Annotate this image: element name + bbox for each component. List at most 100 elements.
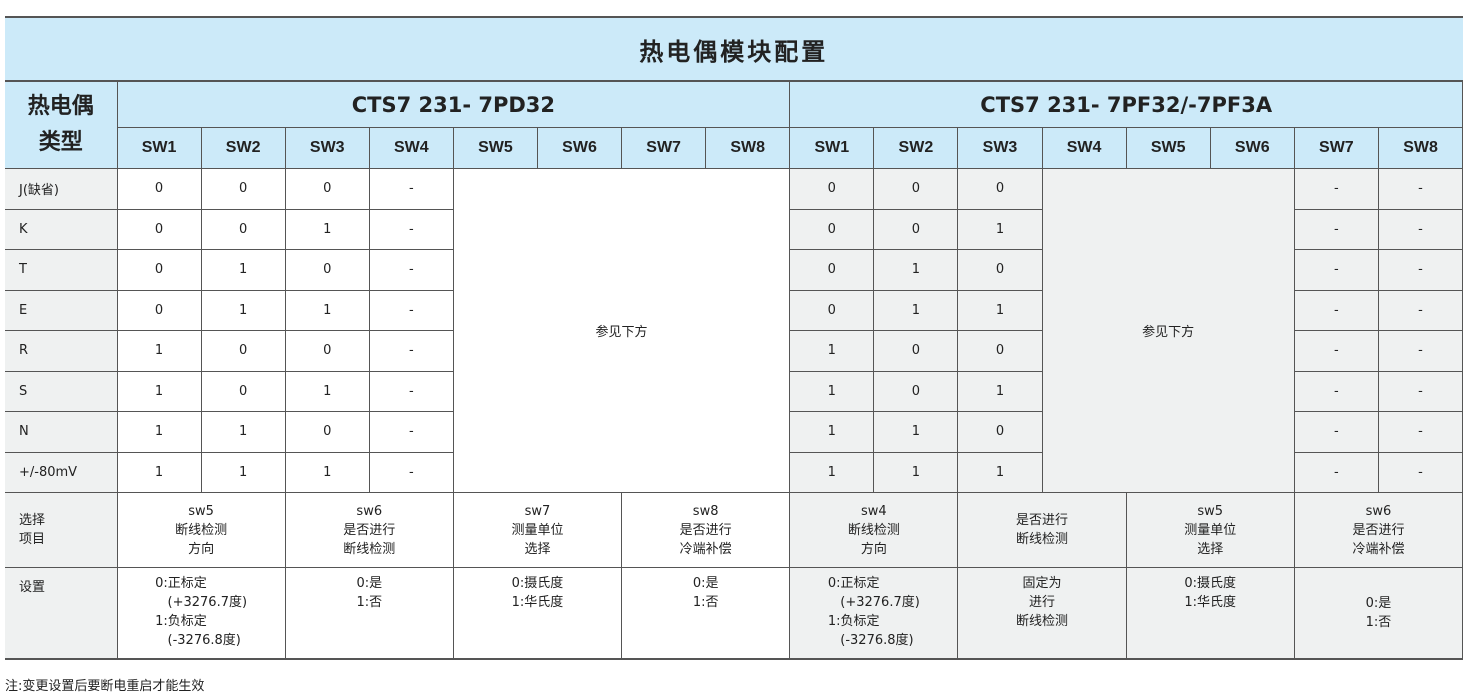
right-switch-value: 1 — [873, 249, 959, 291]
right-select-cell: sw4 断线检测 方向 — [789, 492, 959, 568]
left-switch-value: 0 — [200, 370, 286, 412]
right-switch-value: - — [1377, 370, 1464, 412]
left-switch-header: SW4 — [368, 127, 454, 169]
left-switch-value: 0 — [200, 168, 286, 210]
left-switch-value: 0 — [200, 208, 286, 250]
right-switch-value: - — [1377, 208, 1464, 250]
select-label: 选择 项目 — [5, 492, 118, 568]
left-setting-cell: 0:正标定 (+3276.7度) 1:负标定 (-3276.8度) — [116, 567, 286, 660]
left-switch-value: 0 — [116, 208, 202, 250]
right-setting-cell: 0:是 1:否 — [1293, 567, 1464, 660]
left-switch-value: - — [368, 411, 454, 453]
left-model-header: CTS7 231- 7PD32 — [116, 80, 791, 128]
left-switch-value: 0 — [284, 168, 370, 210]
left-switch-value: 1 — [284, 451, 370, 493]
right-switch-value: - — [1293, 411, 1379, 453]
left-switch-header: SW1 — [116, 127, 202, 169]
right-switch-value: - — [1377, 289, 1464, 331]
settings-label: 设置 — [5, 567, 118, 660]
left-switch-header: SW7 — [621, 127, 707, 169]
left-switch-value: 1 — [284, 208, 370, 250]
left-switch-header: SW6 — [536, 127, 623, 169]
right-select-cell: sw5 测量单位 选择 — [1125, 492, 1295, 568]
right-setting-cell: 0:正标定 (+3276.7度) 1:负标定 (-3276.8度) — [789, 567, 959, 660]
right-switch-header: SW1 — [789, 127, 875, 169]
right-switch-value: 1 — [957, 208, 1043, 250]
right-switch-value: - — [1377, 168, 1464, 210]
right-switch-value: 1 — [957, 289, 1043, 331]
left-select-cell: sw8 是否进行 冷端补偿 — [621, 492, 791, 568]
right-switch-value: 0 — [873, 330, 959, 372]
type-header-line2: 类型 — [38, 130, 83, 155]
footnote: 注:变更设置后要断电重启才能生效 — [5, 679, 205, 694]
right-switch-value: 0 — [789, 208, 875, 250]
left-switch-value: - — [368, 370, 454, 412]
thermocouple-type: S — [5, 370, 118, 412]
thermocouple-type: +/-80mV — [5, 451, 118, 493]
right-model-header: CTS7 231- 7PF32/-7PF3A — [789, 80, 1464, 128]
right-setting-cell: 0:摄氏度 1:华氏度 — [1125, 567, 1295, 660]
table-title: 热电偶模块配置 — [5, 16, 1463, 82]
left-switch-value: 1 — [284, 289, 370, 331]
right-switch-value: 1 — [873, 289, 959, 331]
left-switch-value: - — [368, 208, 454, 250]
thermocouple-type: R — [5, 330, 118, 372]
right-switch-value: 1 — [789, 411, 875, 453]
right-switch-value: - — [1377, 330, 1464, 372]
right-switch-value: 0 — [789, 289, 875, 331]
thermocouple-type: J(缺省) — [5, 168, 118, 210]
left-select-cell: sw5 断线检测 方向 — [116, 492, 286, 568]
left-switch-header: SW5 — [452, 127, 538, 169]
right-switch-value: - — [1377, 451, 1464, 493]
type-header: 热电偶 类型 — [5, 80, 118, 169]
table-row: J(缺省) 0 0 0- 参见下方 0 0 0 参见下方 - - — [5, 168, 1464, 493]
right-switch-value: 0 — [789, 249, 875, 291]
right-switch-value: - — [1377, 411, 1464, 453]
right-switch-value: 1 — [957, 370, 1043, 412]
left-switch-value: - — [368, 249, 454, 291]
right-switch-header: SW8 — [1377, 127, 1464, 169]
right-switch-header: SW7 — [1293, 127, 1379, 169]
right-switch-header: SW6 — [1209, 127, 1295, 169]
right-select-cell: sw6 是否进行 冷端补偿 — [1293, 492, 1464, 568]
left-switch-value: 0 — [116, 289, 202, 331]
right-switch-value: 1 — [789, 370, 875, 412]
right-switch-value: 1 — [873, 451, 959, 493]
right-switch-value: 1 — [957, 451, 1043, 493]
right-switch-value: 0 — [873, 370, 959, 412]
thermocouple-type: K — [5, 208, 118, 250]
left-see-below: 参见下方 — [452, 168, 791, 493]
right-switch-value: 0 — [957, 249, 1043, 291]
left-switch-value: 0 — [284, 249, 370, 291]
left-switch-value: 1 — [200, 411, 286, 453]
left-switch-value: 0 — [116, 249, 202, 291]
left-switch-value: - — [368, 330, 454, 372]
right-see-below: 参见下方 — [1041, 168, 1295, 493]
right-switch-value: - — [1293, 208, 1379, 250]
right-switch-value: 1 — [789, 451, 875, 493]
left-switch-value: 1 — [116, 330, 202, 372]
right-switch-value: 0 — [873, 168, 959, 210]
left-setting-cell: 0:是 1:否 — [621, 567, 791, 660]
left-switch-value: 1 — [200, 249, 286, 291]
left-switch-value: - — [368, 289, 454, 331]
right-switch-header: SW5 — [1125, 127, 1211, 169]
left-switch-value: 1 — [116, 451, 202, 493]
left-switch-value: - — [368, 168, 454, 210]
left-switch-header: SW8 — [705, 127, 791, 169]
right-switch-value: - — [1293, 370, 1379, 412]
left-setting-cell: 0:摄氏度 1:华氏度 — [452, 567, 623, 660]
thermocouple-config-table: 热电偶模块配置 热电偶 类型 CTS7 231- 7PD32 CTS7 231-… — [5, 16, 1464, 660]
right-switch-value: 1 — [873, 411, 959, 453]
right-switch-header: SW4 — [1041, 127, 1127, 169]
thermocouple-type: T — [5, 249, 118, 291]
right-switch-value: 0 — [789, 168, 875, 210]
right-switch-value: - — [1293, 289, 1379, 331]
left-setting-cell: 0:是 1:否 — [284, 567, 454, 660]
